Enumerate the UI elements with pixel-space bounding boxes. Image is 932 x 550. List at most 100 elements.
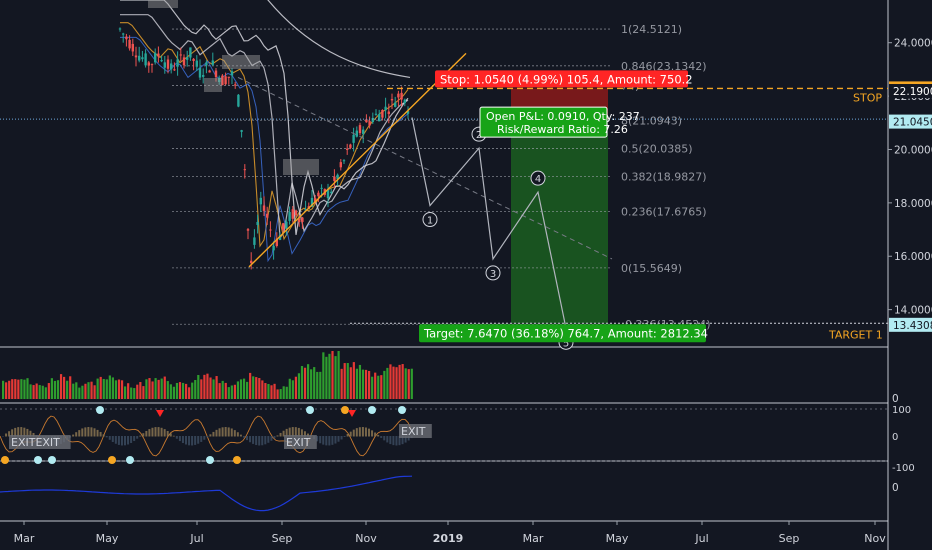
osc-hist-0 bbox=[2, 436, 4, 437]
candle-body-8 bbox=[144, 53, 147, 66]
osc-hist-24 bbox=[75, 432, 78, 437]
price-axis[interactable]: 24.000022.000020.000018.000016.000014.00… bbox=[888, 38, 932, 332]
osc-hist-32 bbox=[99, 431, 102, 437]
osc-hist-132 bbox=[404, 436, 407, 443]
target-label-bg bbox=[419, 324, 706, 343]
osc-hist-87 bbox=[267, 436, 270, 443]
candle-body-1 bbox=[122, 33, 125, 35]
exit-marker-bg-2 bbox=[399, 424, 432, 438]
volume-bar-45 bbox=[139, 382, 142, 399]
price-tick-label-0: 24.0000 bbox=[894, 38, 932, 50]
candle-body-22 bbox=[189, 47, 192, 58]
osc-signal-dot-1 bbox=[34, 456, 42, 464]
candle-body-70 bbox=[342, 160, 346, 162]
pl-label-line1: Open P&L: 0.0910, Qty: 237 bbox=[486, 110, 640, 123]
osc-hist-49 bbox=[151, 427, 154, 437]
candle-body-41 bbox=[250, 260, 253, 264]
time-axis[interactable]: Mar May Jul Sep Nov 2019 Mar May Jul Sep Nov bbox=[14, 521, 887, 545]
volume-bar-109 bbox=[334, 356, 337, 399]
candle-body-28 bbox=[208, 70, 211, 73]
volume-bar-32 bbox=[99, 376, 102, 399]
osc-hist-64 bbox=[197, 436, 200, 444]
wave-label-1: 2 bbox=[476, 130, 482, 141]
osc-hist-31 bbox=[96, 429, 99, 437]
volume-bar-50 bbox=[154, 378, 157, 399]
time-label-0: Mar bbox=[14, 532, 35, 545]
candle-body-13 bbox=[160, 60, 163, 62]
osc-hist-56 bbox=[172, 435, 175, 437]
volume-bar-86 bbox=[264, 383, 267, 399]
volume-bar-95 bbox=[291, 380, 294, 399]
candle-body-21 bbox=[186, 57, 189, 60]
time-label-9: Sep bbox=[779, 532, 800, 545]
volume-bar-94 bbox=[288, 378, 291, 399]
osc-hist-125 bbox=[383, 436, 386, 441]
osc-hist-129 bbox=[395, 436, 398, 446]
trendline-dashed bbox=[237, 76, 613, 260]
osc-tick-label-2: -100 bbox=[892, 463, 915, 474]
osc-hist-48 bbox=[148, 429, 151, 437]
osc-signal-dot-11 bbox=[398, 406, 406, 414]
candle-body-71 bbox=[346, 148, 349, 150]
volume-bar-41 bbox=[127, 383, 130, 399]
candle-body-5 bbox=[134, 55, 138, 58]
drawing-overlays bbox=[0, 0, 888, 324]
candle-body-78 bbox=[368, 121, 371, 126]
volume-bar-85 bbox=[261, 380, 264, 399]
osc-hist-37 bbox=[114, 436, 117, 444]
pl-label-bg bbox=[479, 106, 608, 138]
candle-body-24 bbox=[195, 60, 198, 67]
volume-bar-108 bbox=[331, 351, 334, 399]
price-badge-bg-3 bbox=[889, 114, 932, 129]
volume-bar-56 bbox=[172, 386, 175, 399]
candle-body-75 bbox=[358, 125, 362, 134]
candle-body-77 bbox=[365, 119, 368, 123]
osc-hist-127 bbox=[389, 436, 392, 445]
candle-body-60 bbox=[310, 197, 314, 207]
volume-bar-93 bbox=[285, 386, 288, 399]
volume-bar-114 bbox=[349, 367, 352, 399]
candle-body-30 bbox=[214, 70, 218, 78]
volume-bar-73 bbox=[224, 382, 227, 399]
candle-body-89 bbox=[403, 99, 406, 104]
volume-bar-77 bbox=[236, 381, 240, 399]
osc-hist-42 bbox=[130, 436, 133, 443]
osc-hist-65 bbox=[200, 436, 203, 442]
osc-hist-71 bbox=[218, 428, 221, 437]
candle-body-62 bbox=[317, 192, 320, 197]
fib-label-1: 0.846(23.1342) bbox=[621, 60, 707, 73]
candle-body-20 bbox=[182, 57, 186, 66]
osc-down-arrow-1 bbox=[348, 410, 356, 417]
price-badge-bg-1 bbox=[889, 84, 932, 99]
osc-hist-93 bbox=[285, 428, 288, 437]
volume-bar-61 bbox=[188, 387, 191, 399]
volume-bar-43 bbox=[133, 388, 136, 399]
volume-bar-104 bbox=[319, 371, 322, 399]
osc-hist-98 bbox=[300, 429, 303, 437]
price-badge-3: 21.0450 bbox=[893, 117, 932, 129]
osc-hist-110 bbox=[337, 436, 340, 442]
osc-hist-53 bbox=[163, 429, 166, 437]
volume-bar-87 bbox=[267, 383, 270, 399]
osc-hist-30 bbox=[93, 428, 96, 437]
candle-body-6 bbox=[138, 55, 141, 61]
osc-hist-108 bbox=[331, 436, 334, 445]
osc-hist-63 bbox=[194, 436, 197, 445]
osc-hist-59 bbox=[181, 436, 184, 444]
time-label-7: May bbox=[606, 532, 629, 545]
wave-label-0: 1 bbox=[427, 216, 433, 227]
volume-bar-28 bbox=[87, 382, 90, 399]
volume-bar-52 bbox=[160, 378, 163, 399]
candle-body-40 bbox=[246, 229, 250, 231]
osc-hist-73 bbox=[224, 427, 227, 437]
volume-bar-69 bbox=[212, 379, 215, 399]
volume-bar-25 bbox=[78, 387, 81, 399]
volume-bar-98 bbox=[300, 366, 304, 399]
volume-bar-66 bbox=[203, 374, 206, 399]
volume-bar-51 bbox=[157, 379, 160, 399]
time-label-5: 2019 bbox=[433, 532, 464, 545]
volume-bar-125 bbox=[383, 370, 386, 399]
osc-signal-dot-10 bbox=[368, 406, 376, 414]
